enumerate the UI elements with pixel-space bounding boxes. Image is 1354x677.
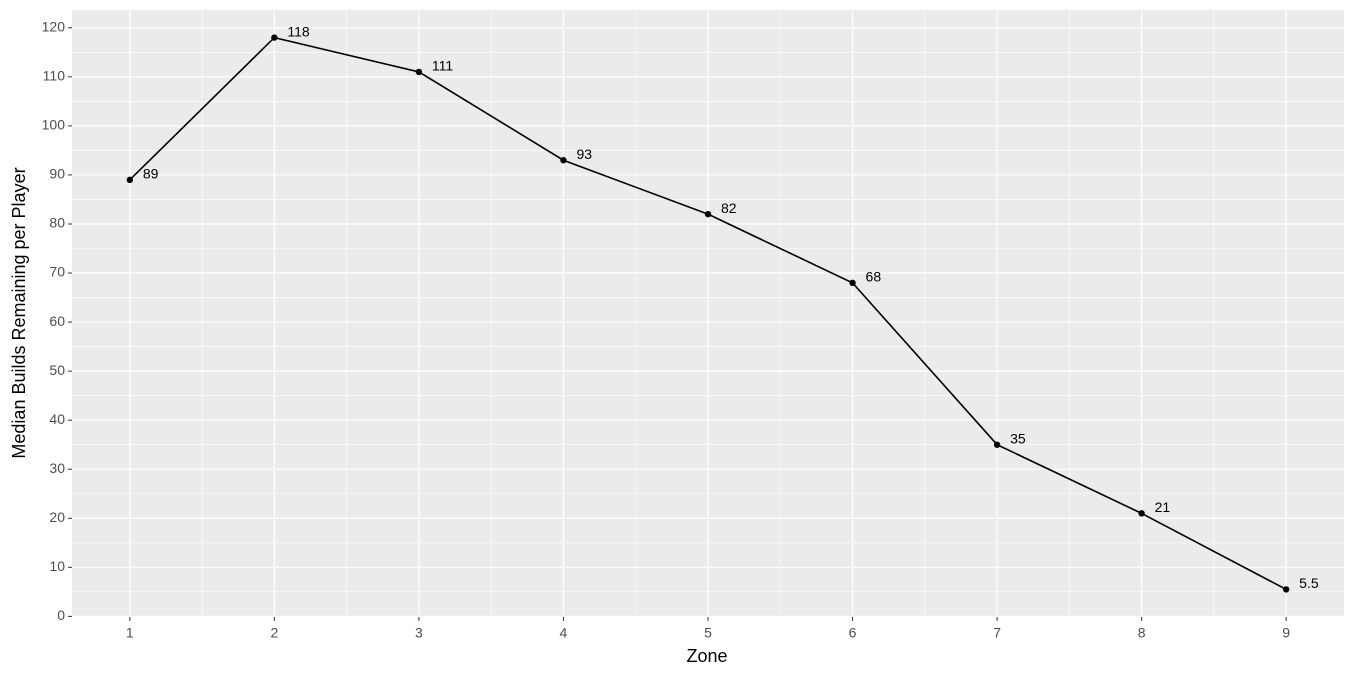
- x-tick-label: 4: [560, 625, 568, 641]
- point: [126, 176, 134, 184]
- point: [1138, 510, 1145, 517]
- y-tick-label: 110: [43, 68, 66, 84]
- y-tick-label: 100: [42, 117, 66, 133]
- y-tick-label: 120: [42, 18, 66, 34]
- data-label: 35: [1010, 430, 1026, 446]
- y-tick-label: 0: [57, 607, 65, 623]
- y-tick-label: 40: [49, 411, 65, 427]
- point: [1282, 586, 1290, 593]
- data-label: 68: [866, 269, 882, 285]
- y-tick-label: 30: [49, 460, 65, 476]
- point: [704, 210, 712, 218]
- x-tick-label: 3: [415, 625, 423, 641]
- x-axis-title: Zone: [686, 646, 727, 666]
- point: [993, 441, 1001, 448]
- point: [271, 34, 278, 41]
- point: [560, 157, 567, 164]
- y-tick-label: 80: [49, 215, 65, 231]
- y-tick-label: 90: [49, 166, 65, 182]
- x-tick-label: 5: [704, 625, 712, 641]
- data-label: 21: [1155, 499, 1171, 515]
- data-label: 93: [576, 146, 592, 162]
- x-tick-label: 8: [1138, 625, 1146, 641]
- x-tick-label: 7: [993, 625, 1001, 641]
- y-tick-label: 10: [49, 558, 65, 574]
- x-tick-label: 6: [849, 625, 857, 641]
- y-tick-label: 50: [49, 362, 65, 378]
- y-tick-label: 20: [49, 509, 65, 525]
- data-label: 89: [143, 166, 159, 182]
- x-tick-label: 9: [1282, 625, 1290, 641]
- y-tick-label: 60: [49, 313, 65, 329]
- y-axis-title: Median Builds Remaining per Player: [9, 167, 29, 458]
- data-label: 5.5: [1299, 575, 1319, 591]
- point: [849, 279, 856, 287]
- data-label: 118: [287, 23, 310, 39]
- x-tick-label: 1: [126, 625, 134, 641]
- data-label: 82: [721, 200, 737, 216]
- point: [415, 68, 423, 76]
- x-tick-label: 2: [270, 625, 278, 641]
- data-label: 111: [432, 58, 453, 74]
- y-tick-label: 70: [49, 264, 65, 280]
